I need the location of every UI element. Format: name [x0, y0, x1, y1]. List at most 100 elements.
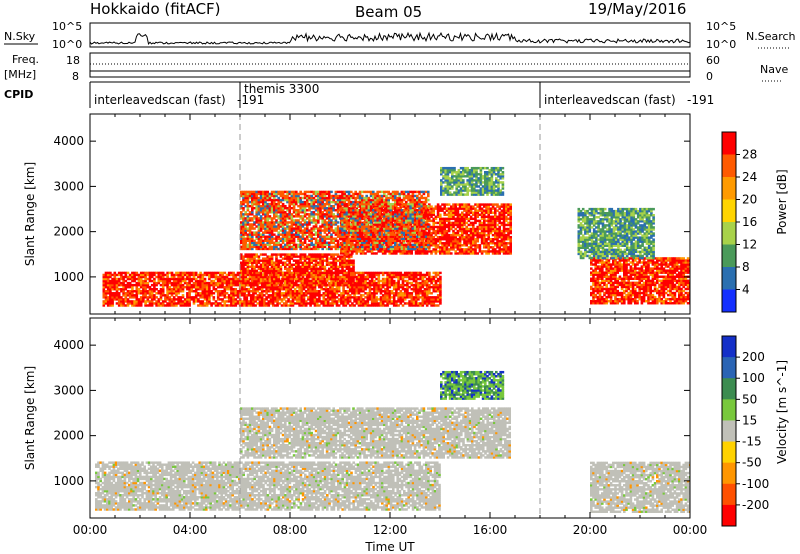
- power-echo-cell: [315, 298, 319, 301]
- power-echo-cell: [164, 283, 167, 287]
- power-echo-cell: [430, 252, 433, 255]
- power-echo-cell: [364, 302, 367, 305]
- power-echo-cell: [319, 261, 322, 264]
- power-echo-cell: [266, 202, 269, 206]
- power-echo-cell: [128, 275, 132, 279]
- power-echo-cell: [177, 290, 180, 293]
- power-echo-cell: [507, 246, 510, 249]
- power-echo-cell: [201, 285, 205, 289]
- power-echo-cell: [277, 237, 280, 240]
- power-echo-cell: [334, 269, 338, 273]
- power-echo-cell: [253, 275, 256, 279]
- power-echo-cell: [487, 235, 490, 239]
- power-echo-cell: [458, 227, 462, 231]
- power-echo-cell: [266, 223, 269, 226]
- power-echo-cell: [102, 287, 106, 291]
- power-echo-cell: [390, 221, 394, 225]
- power-echo-cell: [390, 277, 394, 281]
- power-echo-cell: [257, 257, 261, 260]
- power-echo-cell: [478, 227, 482, 231]
- power-echo-cell: [333, 287, 337, 291]
- power-echo-cell: [332, 281, 335, 285]
- power-echo-cell: [500, 242, 504, 245]
- power-echo-cell: [417, 283, 420, 287]
- power-echo-cell: [199, 277, 202, 281]
- power-echo-cell: [346, 290, 350, 293]
- power-echo-cell: [257, 190, 261, 194]
- power-echo-cell: [113, 292, 117, 295]
- power-echo-cell: [364, 300, 367, 303]
- power-echo-cell: [255, 263, 258, 266]
- power-echo-cell: [270, 273, 274, 277]
- power-echo-cell: [412, 279, 416, 283]
- power-echo-cell: [287, 294, 290, 297]
- power-echo-cell: [489, 207, 493, 210]
- power-echo-cell: [135, 298, 139, 301]
- power-echo-cell: [509, 223, 512, 227]
- power-echo-cell: [275, 192, 278, 196]
- power-echo-cell: [300, 302, 304, 305]
- power-echo-cell: [395, 302, 398, 305]
- power-echo-cell: [443, 244, 446, 247]
- power-echo-cell: [346, 300, 350, 303]
- power-echo-cell: [216, 277, 220, 281]
- power-echo-cell: [509, 217, 512, 221]
- power-echo-cell: [334, 277, 338, 281]
- power-echo-cell: [463, 242, 466, 245]
- power-echo-cell: [496, 217, 499, 221]
- power-echo-cell: [244, 245, 247, 249]
- power-echo-cell: [319, 259, 322, 262]
- power-echo-cell: [254, 296, 257, 299]
- power-echo-cell: [467, 219, 471, 223]
- power-echo-cell: [251, 198, 254, 202]
- power-echo-cell: [386, 296, 389, 299]
- power-echo-cell: [279, 233, 283, 236]
- power-echo-cell: [268, 245, 272, 249]
- power-echo-cell: [247, 287, 251, 291]
- power-echo-cell: [395, 287, 398, 291]
- power-echo-cell: [439, 237, 442, 241]
- power-echo-cell: [255, 206, 258, 210]
- power-echo-cell: [120, 271, 123, 275]
- power-echo-cell: [120, 283, 123, 287]
- power-echo-cell: [117, 271, 121, 275]
- power-echo-cell: [277, 277, 280, 281]
- power-echo-cell: [234, 277, 238, 281]
- power-echo-cell: [227, 283, 231, 287]
- power-echo-cell: [139, 275, 143, 279]
- power-echo-cell: [328, 283, 331, 287]
- power-echo-cell: [432, 207, 435, 210]
- power-echo-cell: [390, 273, 394, 277]
- power-echo-cell: [343, 263, 346, 266]
- power-echo-cell: [388, 271, 392, 275]
- power-echo-cell: [368, 292, 372, 295]
- power-echo-cell: [223, 302, 227, 305]
- power-echo-cell: [219, 273, 222, 277]
- power-echo-cell: [264, 263, 267, 266]
- power-echo-cell: [208, 271, 211, 275]
- power-echo-cell: [295, 269, 298, 273]
- power-echo-cell: [157, 275, 161, 279]
- power-echo-cell: [242, 194, 245, 198]
- power-echo-cell: [494, 203, 497, 206]
- power-echo-cell: [346, 285, 350, 289]
- power-echo-cell: [417, 294, 420, 297]
- power-echo-cell: [458, 217, 462, 221]
- power-echo-cell: [117, 300, 121, 303]
- power-echo-cell: [279, 267, 283, 271]
- power-echo-cell: [159, 283, 163, 287]
- power-echo-cell: [478, 213, 482, 216]
- power-echo-cell: [434, 271, 438, 275]
- power-echo-cell: [275, 245, 278, 249]
- power-echo-cell: [315, 292, 319, 295]
- power-echo-cell: [120, 298, 123, 301]
- power-echo-cell: [368, 296, 372, 299]
- power-echo-cell: [306, 267, 309, 271]
- power-echo-cell: [246, 213, 250, 216]
- power-echo-cell: [111, 281, 114, 285]
- power-echo-cell: [487, 211, 490, 214]
- power-echo-cell: [465, 235, 468, 239]
- power-echo-cell: [461, 231, 464, 235]
- power-echo-cell: [318, 285, 321, 289]
- power-echo-cell: [325, 261, 329, 264]
